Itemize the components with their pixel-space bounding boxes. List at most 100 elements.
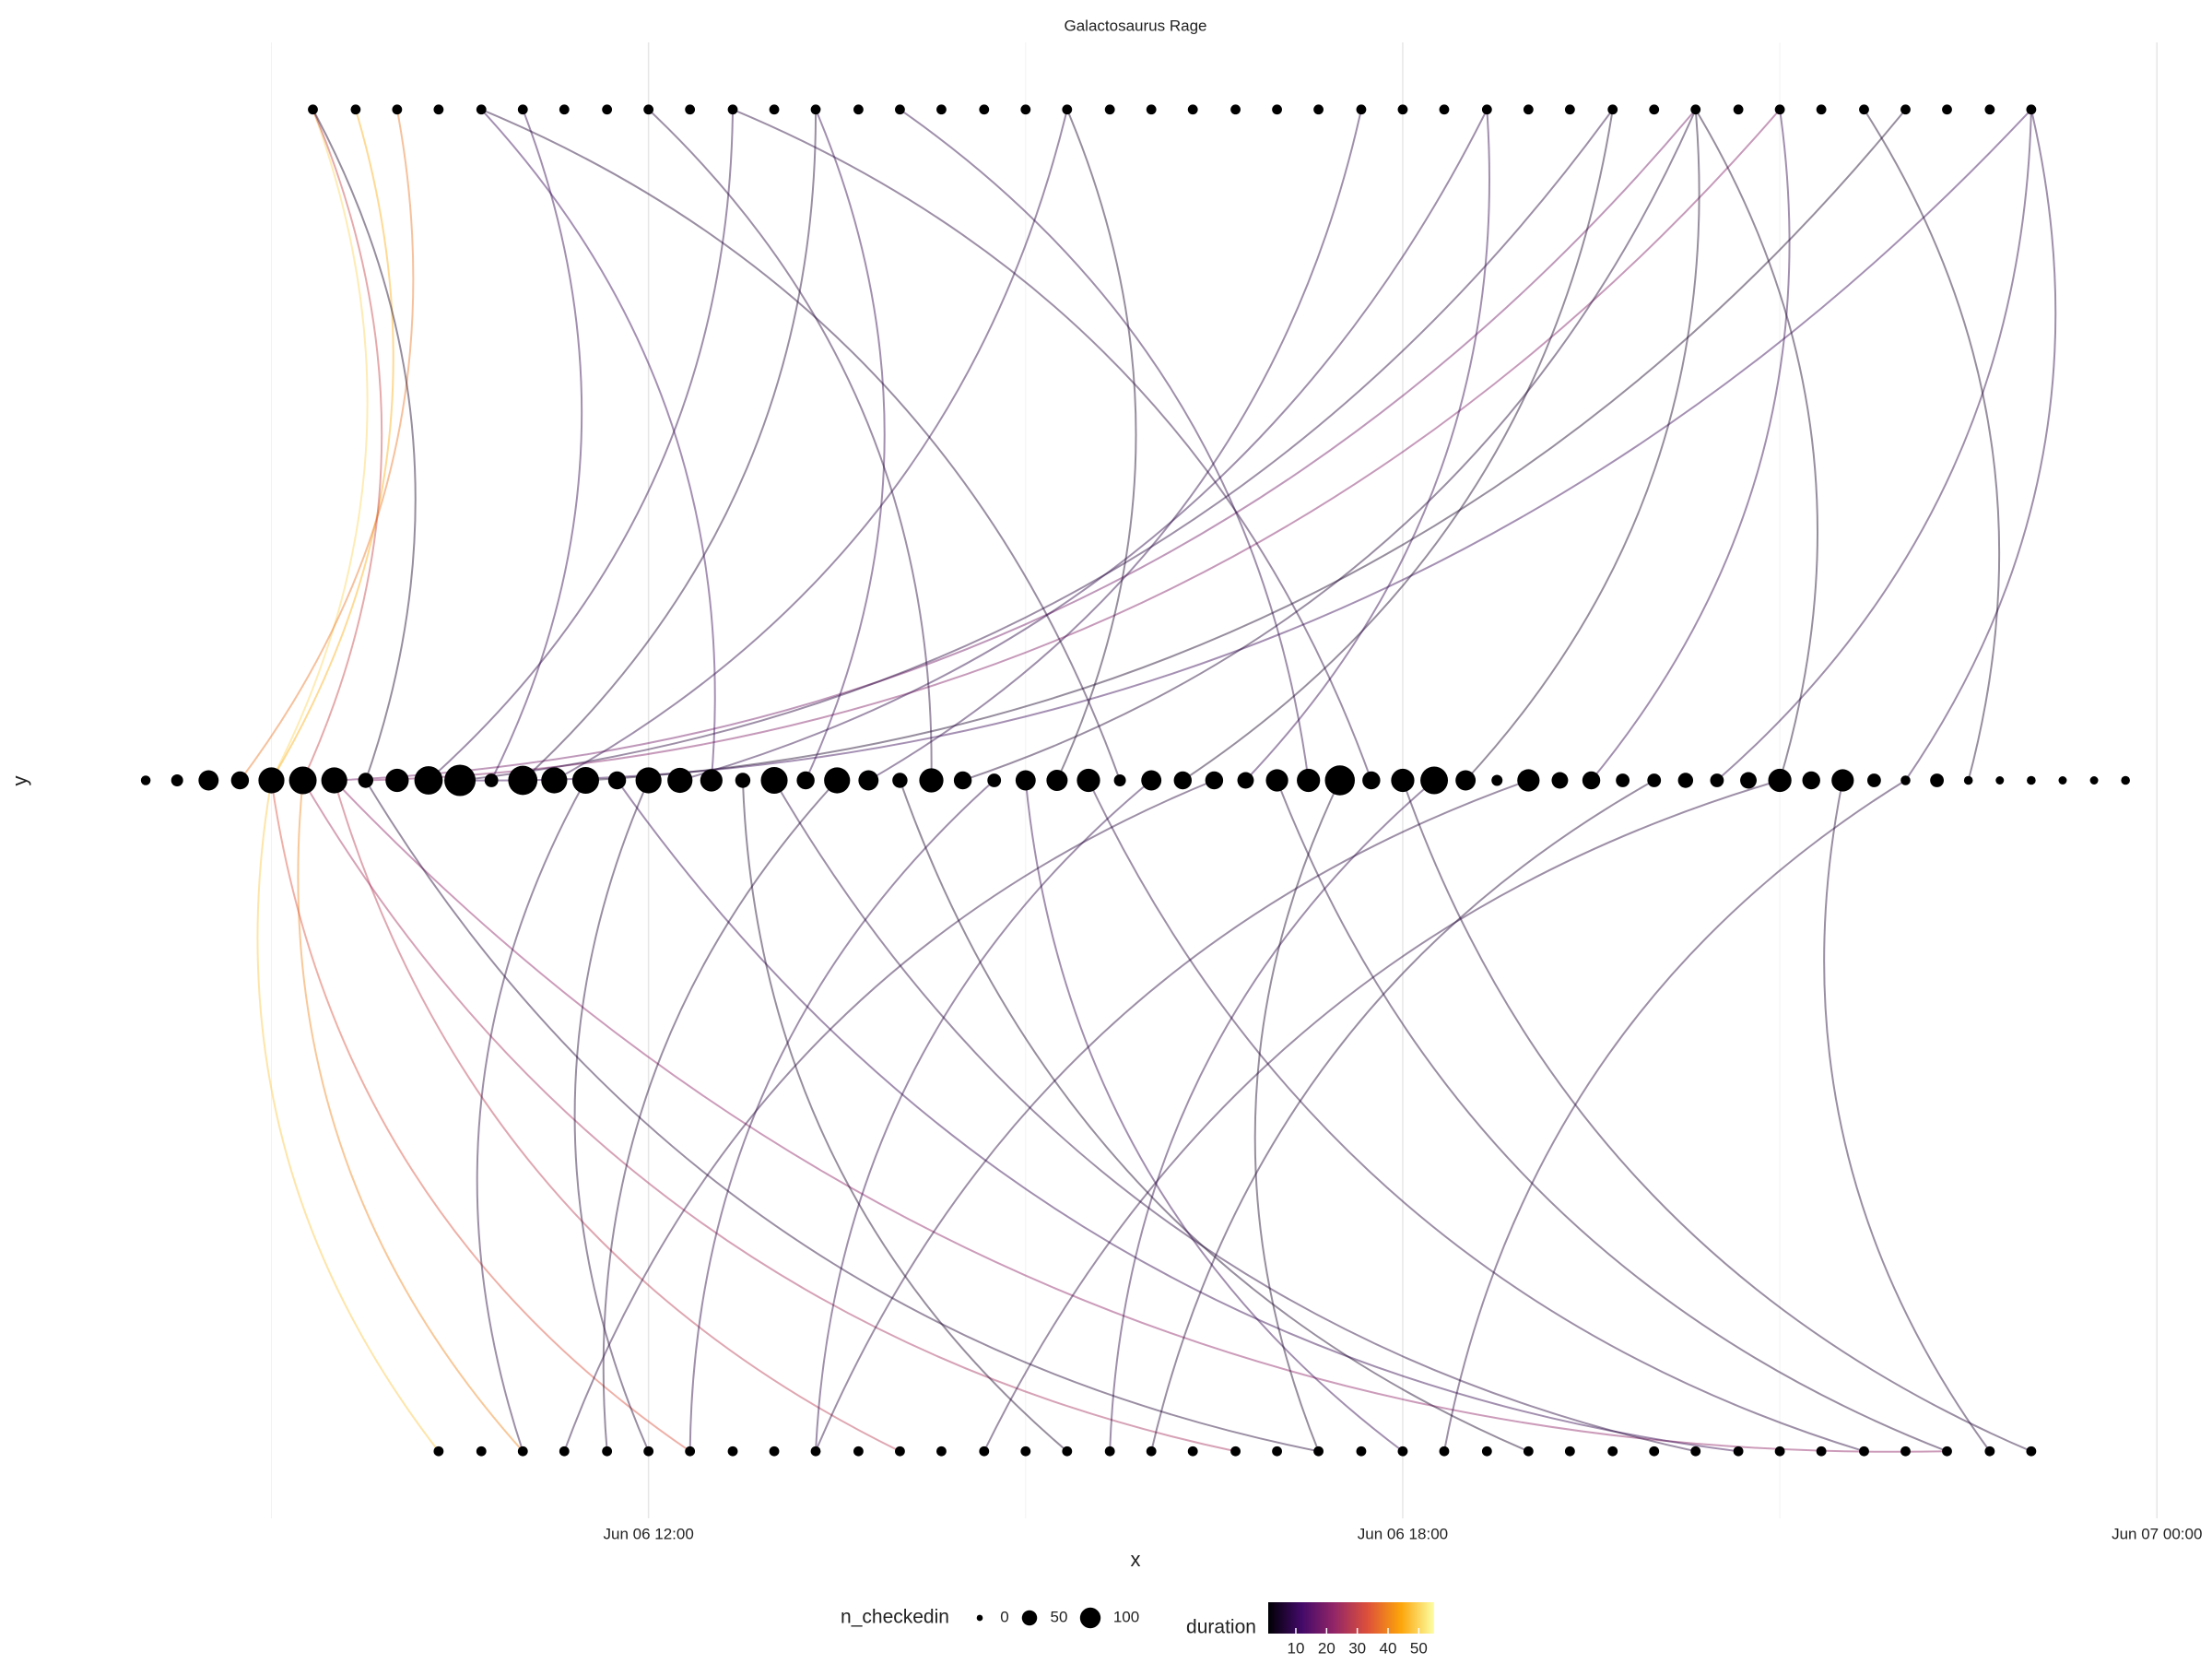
top-node: [1984, 104, 1995, 115]
edge-curve: [962, 109, 1697, 782]
edge-curve: [805, 109, 886, 781]
edge-curve: [522, 109, 818, 782]
middle-node: [919, 768, 944, 793]
middle-node: [2089, 776, 2099, 785]
edge-curve: [428, 109, 735, 782]
size-key-label: 100: [1113, 1608, 1139, 1625]
top-node: [308, 104, 318, 115]
edge-curve: [1590, 109, 1791, 782]
middle-node: [1647, 773, 1662, 787]
middle-node: [824, 767, 851, 794]
middle-node: [1420, 766, 1449, 795]
top-node: [936, 104, 947, 115]
top-node: [1272, 104, 1282, 115]
x-tick-label: Jun 07 00:00: [2112, 1525, 2202, 1542]
edge-curve: [815, 779, 1152, 1452]
middle-node: [1015, 770, 1036, 791]
bottom-node: [643, 1446, 654, 1457]
bottom-node: [602, 1446, 613, 1457]
top-node: [727, 104, 738, 115]
bottom-node: [1313, 1446, 1324, 1457]
edge-curve: [460, 109, 2032, 782]
middle-node: [1930, 773, 1944, 787]
colorbar-tick-label: 50: [1410, 1639, 1428, 1657]
top-node: [895, 104, 905, 115]
top-node: [1230, 104, 1241, 115]
middle-node: [1265, 769, 1288, 792]
edge-curve: [1716, 109, 2032, 782]
middle-node: [1582, 771, 1601, 790]
middle-node: [1963, 775, 1973, 785]
colorbar: [1268, 1602, 1434, 1634]
bottom-node: [1397, 1446, 1408, 1457]
bottom-node: [1859, 1446, 1869, 1457]
edge-curve: [982, 779, 1781, 1452]
middle-node: [198, 770, 219, 791]
middle-node: [1324, 765, 1356, 796]
bottom-node: [1900, 1446, 1911, 1457]
top-node: [1942, 104, 1952, 115]
size-legend-title: n_checkedin: [841, 1607, 949, 1628]
x-tick-label: Jun 06 18:00: [1358, 1525, 1448, 1542]
top-node: [433, 104, 444, 115]
bottom-node: [1230, 1446, 1241, 1457]
edge-curve: [1182, 109, 1614, 782]
top-node: [517, 104, 528, 115]
middle-node: [1768, 768, 1792, 793]
top-node: [1062, 104, 1073, 115]
top-node: [769, 104, 780, 115]
edge-curve: [1276, 780, 1947, 1453]
top-node: [602, 104, 613, 115]
middle-node: [735, 773, 751, 788]
top-node: [1733, 104, 1744, 115]
bottom-node: [1523, 1446, 1534, 1457]
top-node: [350, 104, 361, 115]
middle-node: [987, 773, 1002, 787]
top-node: [685, 104, 696, 115]
chart-title: Galactosaurus Rage: [1065, 17, 1207, 34]
edge-curve: [333, 779, 1947, 1453]
bottom-node: [1649, 1446, 1660, 1457]
bottom-node: [1187, 1446, 1198, 1457]
top-node: [1816, 104, 1827, 115]
y-axis-label: y: [8, 776, 31, 786]
bottom-node: [1272, 1446, 1282, 1457]
middle-node: [1077, 768, 1100, 793]
middle-node: [258, 767, 285, 794]
size-key-label: 50: [1051, 1608, 1068, 1625]
colorbar-tick-label: 30: [1348, 1639, 1366, 1657]
bottom-node: [685, 1446, 696, 1457]
middle-node: [484, 773, 499, 787]
middle-node: [1237, 772, 1254, 789]
middle-node: [2121, 775, 2130, 785]
edge-curve: [480, 109, 716, 781]
edge-curve: [1109, 779, 1435, 1452]
bottom-node: [895, 1446, 905, 1457]
edge-curve: [270, 780, 691, 1453]
edge-curve: [1244, 109, 1490, 782]
middle-node: [321, 767, 347, 794]
top-node: [1649, 104, 1660, 115]
top-node: [1313, 104, 1324, 115]
edge-curve: [1402, 780, 2032, 1453]
edges: [239, 108, 2057, 1453]
edge-curve: [333, 780, 900, 1453]
edge-curve: [1694, 109, 1818, 781]
top-node: [1020, 104, 1031, 115]
top-node: [1607, 104, 1618, 115]
middle-node: [1491, 774, 1503, 786]
top-node: [2026, 104, 2037, 115]
middle-node: [140, 775, 151, 785]
top-node: [1104, 104, 1115, 115]
top-node: [810, 104, 821, 115]
edge-curve: [773, 779, 1696, 1453]
size-key-label: 0: [1000, 1608, 1008, 1625]
edge-curve: [741, 780, 1068, 1452]
size-key: [976, 1614, 983, 1622]
middle-node: [1740, 772, 1757, 789]
edge-curve: [732, 108, 1372, 781]
middle-node: [414, 766, 443, 795]
edge-curve: [1904, 109, 2057, 782]
